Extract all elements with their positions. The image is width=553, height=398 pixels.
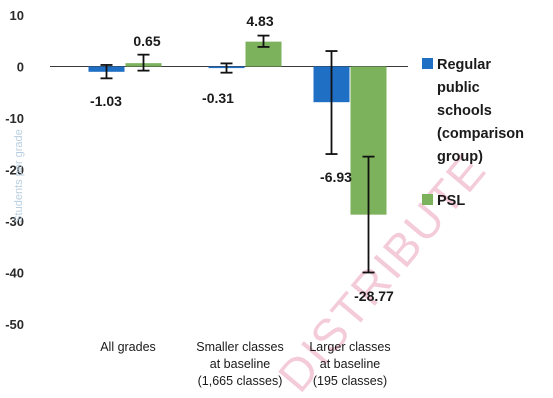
- legend-label: group): [437, 149, 483, 165]
- legend-swatch: [422, 194, 433, 205]
- x-axis-categories: All grades Smaller classes at baseline (1,6…: [100, 340, 390, 388]
- x-category-label: Larger classes: [309, 340, 390, 354]
- bars: [88, 34, 387, 274]
- x-category-label: Smaller classes: [196, 340, 284, 354]
- legend-swatch: [422, 58, 433, 69]
- data-label: 4.83: [246, 13, 273, 29]
- legend-label: (comparison: [437, 126, 524, 142]
- legend-label: public: [437, 80, 480, 96]
- data-label: -1.03: [90, 93, 122, 109]
- data-label: -28.77: [354, 288, 394, 304]
- x-category-label: (195 classes): [313, 374, 387, 388]
- y-tick-label: 10: [10, 8, 24, 23]
- data-label: -6.93: [320, 169, 352, 185]
- data-labels: -1.03 0.65 -0.31 4.83 -6.93 -28.77: [90, 13, 394, 304]
- y-tick-label: 0: [17, 60, 24, 75]
- data-label: -0.31: [202, 90, 234, 106]
- legend: Regular public schools (comparison group) PSL: [422, 57, 524, 209]
- x-category-label: at baseline: [320, 357, 381, 371]
- y-tick-label: -40: [5, 266, 24, 281]
- x-category-label: All grades: [100, 340, 156, 354]
- x-category-label: (1,665 classes): [198, 374, 283, 388]
- x-category-label: at baseline: [210, 357, 271, 371]
- legend-label: PSL: [437, 193, 465, 209]
- legend-label: Regular: [437, 57, 491, 73]
- data-label: 0.65: [133, 33, 160, 49]
- y-axis-label: Students per grade: [13, 129, 25, 223]
- y-tick-label: -10: [5, 111, 24, 126]
- y-tick-label: -30: [5, 214, 24, 229]
- legend-label: schools: [437, 103, 492, 119]
- y-tick-label: -50: [5, 317, 24, 332]
- y-tick-label: -20: [5, 163, 24, 178]
